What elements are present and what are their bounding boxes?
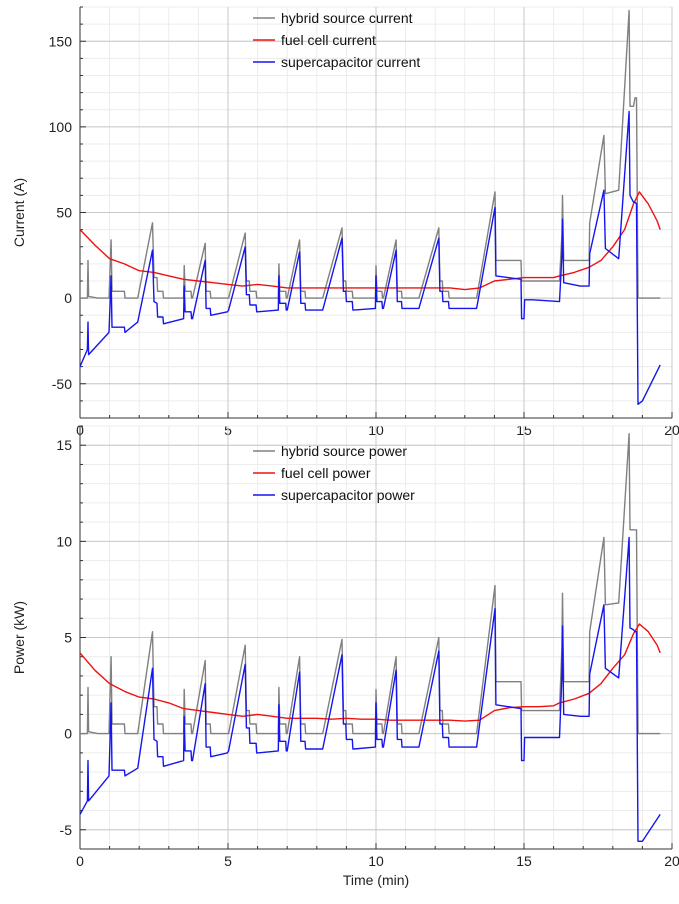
y-tick-label: 50 xyxy=(56,205,72,221)
y-tick-label: 100 xyxy=(49,119,73,135)
legend-label: supercapacitor current xyxy=(281,54,420,70)
series-line-fuel-cell-power xyxy=(80,623,661,722)
y-tick-label: 5 xyxy=(64,630,72,646)
y-axis-label: Current (A) xyxy=(11,178,27,247)
y-tick-label: 150 xyxy=(49,33,73,49)
x-tick-label: 5 xyxy=(224,853,232,869)
legend-label: hybrid source current xyxy=(281,10,413,26)
series-line-fuel-cell-current xyxy=(80,191,661,291)
y-tick-label: 10 xyxy=(56,533,72,549)
y-tick-label: 0 xyxy=(64,726,72,742)
x-tick-label: 15 xyxy=(516,853,532,869)
x-axis-label: Time (min) xyxy=(343,872,409,888)
x-tick-label: 10 xyxy=(368,853,384,869)
x-tick-label: 0 xyxy=(76,853,84,869)
series-line-supercapacitor-current xyxy=(80,110,661,405)
series-line-hybrid-source-power xyxy=(80,433,661,735)
y-tick-label: -50 xyxy=(52,376,72,392)
y-axis-label: Power (kW) xyxy=(11,601,27,674)
legend-label: fuel cell power xyxy=(281,465,371,481)
legend-label: fuel cell current xyxy=(281,32,376,48)
y-tick-label: 15 xyxy=(56,437,72,453)
legend: hybrid source current fuel cell current su… xyxy=(253,10,420,70)
y-tick-label: -5 xyxy=(60,822,73,838)
series-line-supercapacitor-power xyxy=(80,536,661,842)
y-tick-label: 0 xyxy=(64,290,72,306)
legend: hybrid source power fuel cell power superc… xyxy=(253,443,415,503)
series-line-hybrid-source-current xyxy=(80,9,661,299)
legend-label: hybrid source power xyxy=(281,443,407,459)
x-tick-label: 20 xyxy=(664,853,679,869)
legend-label: supercapacitor power xyxy=(281,487,415,503)
